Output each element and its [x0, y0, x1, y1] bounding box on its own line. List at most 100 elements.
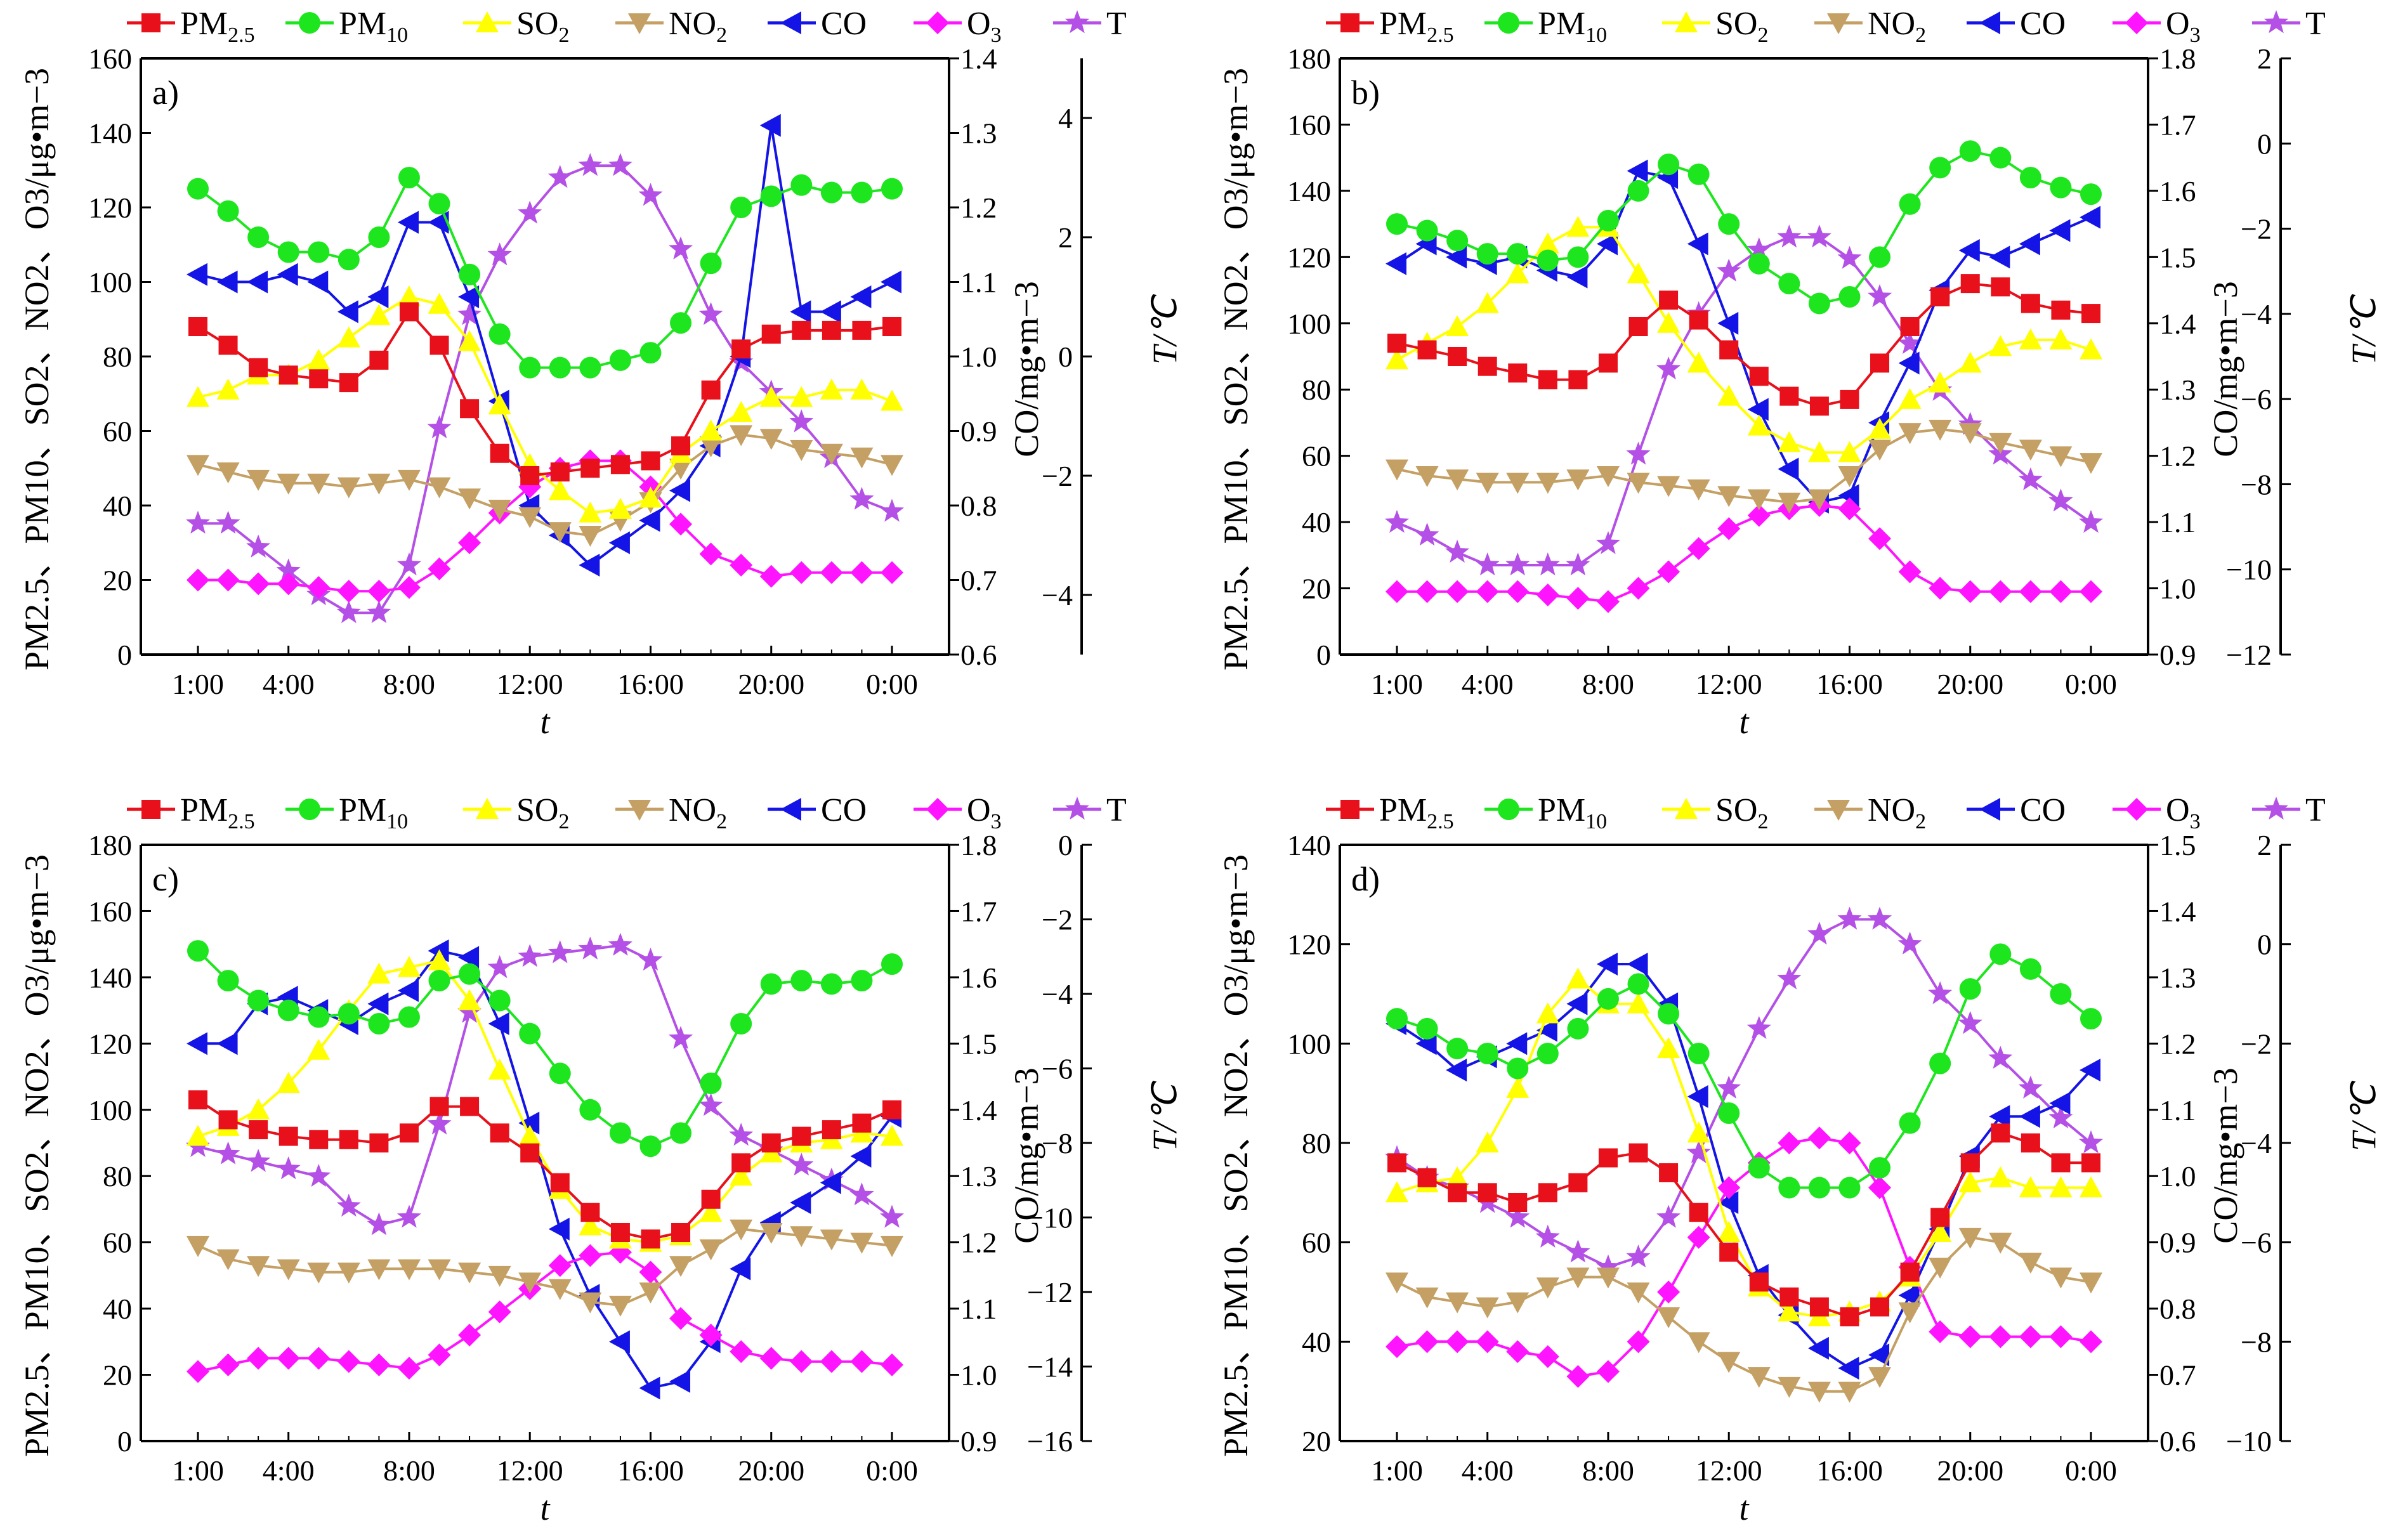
- series-line-co: [1396, 963, 2092, 1370]
- data-point-pm25: [490, 443, 509, 463]
- data-point-pm10: [700, 1073, 722, 1094]
- data-point-pm10: [488, 989, 511, 1012]
- data-point-so2: [2019, 328, 2042, 349]
- data-point-co: [1566, 265, 1588, 289]
- t-tick-label: −2: [2241, 213, 2272, 245]
- data-point-pm10: [579, 356, 601, 379]
- t-tick-label: −10: [2226, 554, 2272, 586]
- data-point-o3: [428, 1343, 451, 1367]
- series-line-pm10: [197, 175, 893, 369]
- data-point-pm25: [731, 1153, 751, 1173]
- legend-marker-no2: [1827, 13, 1850, 34]
- data-point-t: [1988, 1045, 2013, 1069]
- left-tick-label: 120: [1287, 929, 1331, 961]
- series-pm25: [1387, 274, 2100, 416]
- co-tick-label: 0.7: [2159, 1359, 2196, 1392]
- t-tick-label: −6: [2241, 1227, 2272, 1259]
- data-point-pm25: [1930, 1208, 1950, 1227]
- data-point-t: [457, 302, 482, 325]
- x-tick-label: 20:00: [738, 668, 804, 700]
- data-point-o3: [1566, 587, 1590, 610]
- x-tick-label: 12:00: [1696, 1454, 1762, 1487]
- series-co: [1386, 953, 2100, 1380]
- data-point-pm25: [188, 317, 207, 336]
- data-point-o3: [2080, 1330, 2102, 1354]
- data-point-pm25: [1870, 1297, 1890, 1317]
- data-point-no2: [1657, 476, 1681, 497]
- data-point-pm10: [790, 174, 813, 196]
- x-tick-label: 8:00: [383, 668, 435, 700]
- legend-marker-co: [780, 11, 801, 34]
- data-point-t: [246, 1149, 271, 1172]
- co-tick-label: 1.1: [960, 1293, 997, 1325]
- data-point-so2: [1687, 351, 1710, 373]
- left-tick-label: 120: [1287, 241, 1331, 273]
- legend-marker-no2: [628, 13, 651, 34]
- data-point-no2: [881, 1236, 903, 1257]
- data-point-pm10: [187, 178, 209, 200]
- data-point-so2: [639, 486, 662, 508]
- data-point-pm10: [337, 1003, 360, 1025]
- data-point-no2: [1596, 466, 1620, 487]
- data-point-pm25: [822, 1120, 841, 1140]
- x-tick-label: 8:00: [1582, 668, 1634, 700]
- data-point-t: [427, 1111, 452, 1135]
- data-point-so2: [1868, 417, 1892, 439]
- data-point-o3: [790, 1350, 813, 1373]
- data-point-pm10: [277, 1000, 299, 1022]
- data-point-pm25: [580, 459, 600, 478]
- data-point-so2: [1536, 1002, 1559, 1024]
- data-point-o3: [458, 1323, 482, 1347]
- data-point-t: [1897, 931, 1922, 955]
- data-point-so2: [187, 1125, 209, 1146]
- data-point-pm10: [790, 970, 813, 992]
- data-point-o3: [1476, 580, 1499, 603]
- data-point-pm25: [490, 1123, 509, 1143]
- legend-marker-o3: [926, 798, 949, 821]
- x-tick-label: 16:00: [1816, 668, 1883, 700]
- left-tick-label: 100: [88, 1094, 132, 1126]
- data-point-pm10: [1597, 988, 1619, 1010]
- legend-marker-pm10: [299, 799, 320, 820]
- co-tick-label: 0.8: [2159, 1293, 2196, 1325]
- data-point-so2: [367, 962, 391, 984]
- data-point-t: [1385, 509, 1409, 533]
- t-tick-label: −16: [1027, 1425, 1073, 1458]
- data-point-o3: [1838, 497, 1861, 521]
- data-point-no2: [1868, 440, 1892, 461]
- data-point-no2: [1898, 1302, 1922, 1324]
- data-point-pm10: [1778, 1177, 1800, 1199]
- data-point-no2: [458, 1262, 482, 1284]
- co-tick-label: 1.3: [960, 1160, 997, 1192]
- x-tick-label: 0:00: [866, 1454, 918, 1487]
- t-tick-label: 2: [1058, 221, 1073, 254]
- data-point-co: [367, 285, 389, 308]
- data-point-so2: [1627, 262, 1650, 284]
- data-point-o3: [1687, 1225, 1710, 1249]
- left-axis-label: PM2.5、PM10、SO2、NO2、O3/μg•m−3: [18, 68, 56, 670]
- data-point-no2: [337, 477, 360, 499]
- data-point-o3: [1506, 1340, 1530, 1363]
- left-tick-label: 40: [103, 1293, 132, 1325]
- co-axis-label: CO/mg•m−3: [1007, 1067, 1045, 1243]
- co-tick-label: 0.9: [960, 415, 997, 448]
- data-point-pm10: [549, 1062, 571, 1085]
- x-tick-label: 20:00: [738, 1454, 804, 1487]
- data-point-no2: [1958, 1227, 1982, 1249]
- data-point-pm10: [730, 197, 752, 218]
- data-point-so2: [1929, 371, 1952, 393]
- data-point-no2: [1747, 1367, 1771, 1388]
- data-point-pm10: [820, 973, 842, 995]
- series-so2: [1386, 216, 2102, 462]
- data-point-o3: [2049, 580, 2073, 603]
- left-tick-label: 120: [88, 192, 132, 224]
- data-point-t: [457, 1000, 482, 1023]
- t-tick-label: −8: [2241, 1326, 2272, 1358]
- co-tick-label: 1.2: [2159, 440, 2196, 473]
- data-point-so2: [1717, 384, 1741, 406]
- data-point-o3: [367, 1353, 391, 1376]
- data-point-no2: [247, 469, 270, 491]
- data-point-t: [1717, 258, 1741, 282]
- data-point-so2: [1807, 441, 1831, 462]
- data-point-co: [639, 1376, 660, 1400]
